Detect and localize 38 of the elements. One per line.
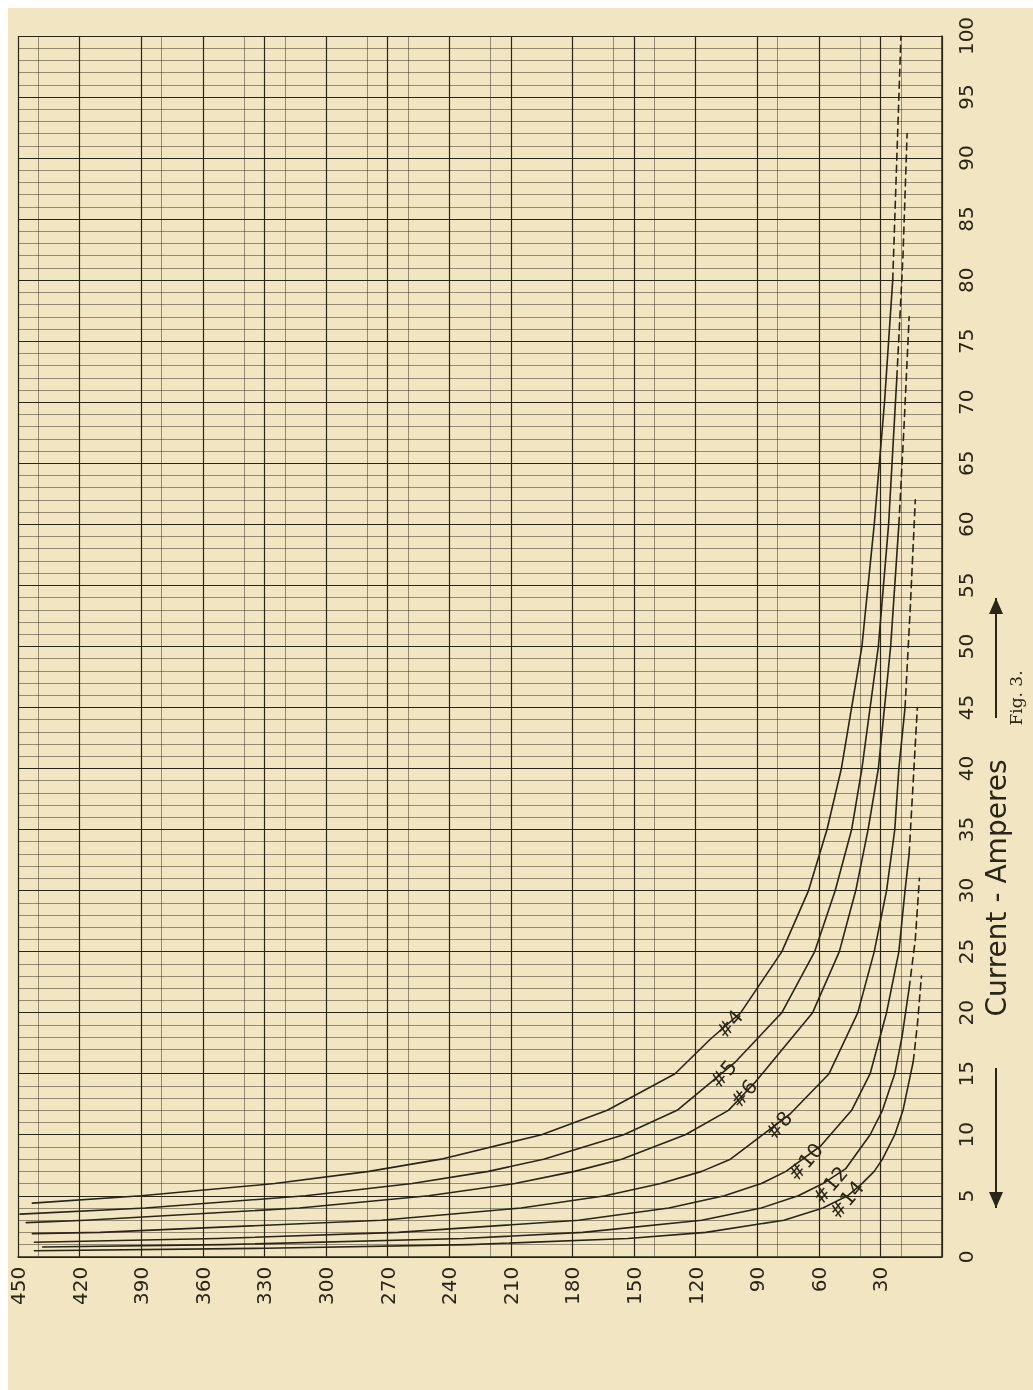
x-tick-label: 150 [622, 1266, 646, 1306]
caption: Fig. 3. [1006, 670, 1026, 726]
y-tick-label: 60 [954, 511, 978, 538]
y-tick-label: 85 [954, 206, 978, 232]
y-tick-label: 5 [954, 1189, 978, 1203]
x-tick-label: 30 [868, 1266, 893, 1293]
y-tick-label: 65 [954, 450, 978, 477]
y-tick-label: 20 [954, 999, 978, 1026]
y-tick-label: 35 [954, 816, 978, 843]
x-tick-label: 420 [67, 1266, 92, 1306]
y-axis-title: Current - Amperes [979, 759, 1013, 1017]
y-tick-label: 55 [954, 572, 978, 599]
x-tick-label: 240 [437, 1266, 462, 1306]
x-tick-label: 180 [560, 1266, 585, 1306]
y-tick-label: 50 [954, 633, 978, 660]
y-tick-label: 95 [954, 84, 978, 110]
y-tick-label: 25 [954, 938, 978, 965]
x-tick-label: 270 [375, 1266, 400, 1306]
x-tick-label: 450 [6, 1266, 30, 1306]
y-tick-label: 15 [954, 1060, 978, 1087]
y-tick-label: 10 [954, 1122, 978, 1148]
y-tick-label: 30 [954, 877, 978, 904]
x-tick-label: 120 [683, 1266, 708, 1306]
x-tick-label: 300 [314, 1266, 338, 1306]
y-tick-label: 70 [954, 389, 978, 415]
x-tick-label: 330 [252, 1266, 277, 1306]
x-tick-label: 60 [806, 1266, 831, 1293]
x-tick-label: 360 [190, 1266, 215, 1306]
y-tick-label: 90 [954, 145, 978, 171]
x-tick-label: 210 [498, 1266, 523, 1306]
x-tick-label: 390 [129, 1266, 154, 1306]
y-tick-label: 100 [954, 16, 978, 56]
y-tick-label: 0 [954, 1250, 978, 1264]
y-tick-label: 80 [954, 267, 978, 293]
y-tick-label: 75 [954, 328, 978, 354]
x-tick-label: 90 [745, 1266, 770, 1293]
y-tick-label: 45 [954, 694, 978, 721]
y-tick-label: 40 [954, 755, 978, 782]
